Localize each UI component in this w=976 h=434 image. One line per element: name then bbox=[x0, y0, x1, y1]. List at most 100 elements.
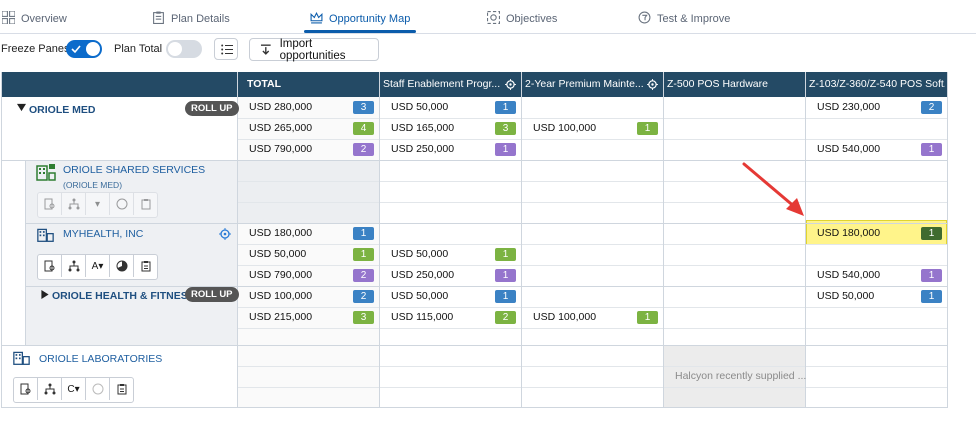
cell-amount[interactable]: USD 540,000 bbox=[817, 143, 881, 155]
opportunity-count-badge[interactable]: 1 bbox=[921, 290, 942, 303]
cell-amount[interactable]: USD 50,000 bbox=[391, 101, 449, 113]
cell-amount[interactable]: USD 180,000 bbox=[249, 227, 313, 239]
tab-label: Opportunity Map bbox=[329, 13, 411, 25]
cell-amount[interactable]: USD 250,000 bbox=[391, 269, 455, 281]
column-header[interactable]: Z-103/Z-360/Z-540 POS Soft... bbox=[805, 72, 948, 97]
opportunity-count-badge[interactable]: 2 bbox=[353, 290, 374, 303]
account-name[interactable]: ORIOLE SHARED SERVICES bbox=[63, 164, 206, 176]
pie-chart-icon[interactable] bbox=[110, 255, 134, 277]
plan-total-toggle[interactable] bbox=[166, 40, 202, 58]
cell-amount[interactable]: USD 250,000 bbox=[391, 143, 455, 155]
clipboard-icon[interactable] bbox=[134, 255, 157, 277]
segment-dropdown[interactable]: A ▾ bbox=[86, 255, 110, 277]
cell-amount[interactable]: USD 50,000 bbox=[249, 248, 307, 260]
tab-objectives[interactable]: Objectives bbox=[487, 9, 557, 29]
tab-test-improve[interactable]: Test & Improve bbox=[638, 9, 730, 29]
hierarchy-icon bbox=[62, 193, 86, 215]
opportunity-count-badge[interactable]: 1 bbox=[921, 143, 942, 156]
roll-up-badge[interactable]: ROLL UP bbox=[185, 287, 239, 302]
list-view-button[interactable] bbox=[214, 38, 238, 60]
opportunity-count-badge[interactable]: 1 bbox=[921, 269, 942, 282]
cell-amount[interactable]: USD 265,000 bbox=[249, 122, 313, 134]
column-header-label: Staff Enablement Progr... bbox=[383, 78, 501, 90]
opportunity-count-badge[interactable]: 3 bbox=[353, 101, 374, 114]
opportunity-count-badge[interactable]: 1 bbox=[637, 311, 658, 324]
freeze-panes-label: Freeze Panes bbox=[1, 43, 70, 55]
column-header-label: Z-500 POS Hardware bbox=[667, 78, 768, 90]
account-actions: C ▾ bbox=[13, 377, 134, 403]
total-empty-cell bbox=[237, 160, 379, 223]
opportunity-count-badge[interactable]: 2 bbox=[921, 101, 942, 114]
check-icon bbox=[71, 45, 81, 54]
hierarchy-icon[interactable] bbox=[38, 378, 62, 400]
toggle-knob bbox=[86, 42, 100, 56]
opportunity-count-badge[interactable]: 1 bbox=[353, 227, 374, 240]
opportunity-count-badge[interactable]: 1 bbox=[495, 101, 516, 114]
segment-dropdown[interactable]: C ▾ bbox=[62, 378, 86, 400]
opportunity-grid: TOTAL Staff Enablement Progr... 2-Year P… bbox=[1, 72, 948, 408]
opportunity-count-badge[interactable]: 1 bbox=[353, 248, 374, 261]
pie-chart-icon[interactable] bbox=[86, 378, 110, 400]
account-children-panel bbox=[25, 160, 237, 345]
doc-search-icon[interactable] bbox=[14, 378, 38, 400]
target-icon bbox=[487, 11, 500, 27]
tab-opportunity-map[interactable]: Opportunity Map bbox=[303, 9, 417, 33]
opportunity-count-badge[interactable]: 2 bbox=[495, 311, 516, 324]
cell-amount[interactable]: USD 790,000 bbox=[249, 269, 313, 281]
opportunity-count-badge[interactable]: 4 bbox=[353, 122, 374, 135]
opportunity-count-badge[interactable]: 3 bbox=[353, 311, 374, 324]
account-name[interactable]: ORIOLE MED bbox=[29, 104, 96, 116]
doc-search-icon[interactable] bbox=[38, 255, 62, 277]
building-icon bbox=[13, 351, 30, 365]
freeze-panes-toggle[interactable] bbox=[66, 40, 102, 58]
tab-overview[interactable]: Overview bbox=[1, 9, 67, 29]
cell-amount[interactable]: USD 115,000 bbox=[391, 311, 454, 323]
opportunity-count-badge[interactable]: 3 bbox=[495, 122, 516, 135]
cell-amount[interactable]: USD 100,000 bbox=[533, 122, 597, 134]
opportunity-count-badge[interactable]: 1 bbox=[495, 248, 516, 261]
segment-letter: C bbox=[67, 383, 75, 395]
opportunity-count-badge[interactable]: 2 bbox=[353, 269, 374, 282]
opportunity-count-badge[interactable]: 1 bbox=[495, 143, 516, 156]
cell-amount[interactable]: USD 165,000 bbox=[391, 122, 455, 134]
collapse-triangle-icon[interactable] bbox=[17, 103, 26, 112]
opportunity-count-badge[interactable]: 1 bbox=[637, 122, 658, 135]
cell-amount[interactable]: USD 280,000 bbox=[249, 101, 313, 113]
cell-amount[interactable]: USD 230,000 bbox=[817, 101, 881, 113]
clipboard-icon[interactable] bbox=[110, 378, 133, 400]
opportunity-count-badge[interactable]: 2 bbox=[353, 143, 374, 156]
column-header[interactable]: Z-500 POS Hardware bbox=[663, 72, 805, 97]
cell-amount[interactable]: USD 215,000 bbox=[249, 311, 313, 323]
opportunity-count-badge[interactable]: 1 bbox=[495, 269, 516, 282]
column-header[interactable]: Staff Enablement Progr... bbox=[379, 72, 521, 97]
cell-amount[interactable]: USD 790,000 bbox=[249, 143, 313, 155]
cell-amount[interactable]: USD 100,000 bbox=[533, 311, 597, 323]
clipboard-icon bbox=[152, 11, 165, 27]
expand-triangle-icon[interactable] bbox=[41, 290, 49, 299]
cell-amount[interactable]: USD 50,000 bbox=[391, 290, 449, 302]
column-header[interactable]: 2-Year Premium Mainte... bbox=[521, 72, 663, 97]
segment-letter: A bbox=[91, 260, 99, 272]
account-name[interactable]: ORIOLE HEALTH & FITNESS bbox=[52, 290, 195, 302]
cell-amount[interactable]: USD 540,000 bbox=[817, 269, 881, 281]
import-opportunities-button[interactable]: Import opportunities bbox=[249, 37, 379, 62]
cell-amount[interactable]: USD 50,000 bbox=[391, 248, 449, 260]
list-icon bbox=[221, 44, 233, 55]
cell-amount[interactable]: USD 100,000 bbox=[249, 290, 313, 302]
crosshair-icon[interactable] bbox=[647, 79, 658, 90]
roll-up-badge[interactable]: ROLL UP bbox=[185, 101, 239, 116]
tab-plan-details[interactable]: Plan Details bbox=[152, 9, 230, 29]
opportunity-count-badge[interactable]: 1 bbox=[495, 290, 516, 303]
account-name[interactable]: ORIOLE LABORATORIES bbox=[39, 353, 163, 365]
crosshair-icon[interactable] bbox=[219, 228, 231, 240]
hierarchy-icon[interactable] bbox=[62, 255, 86, 277]
doc-search-icon bbox=[38, 193, 62, 215]
crosshair-icon[interactable] bbox=[505, 79, 516, 90]
cell-amount[interactable]: USD 180,000 bbox=[817, 227, 881, 239]
cell-note[interactable]: Halcyon recently supplied ... bbox=[675, 370, 807, 382]
opportunity-count-badge[interactable]: 1 bbox=[921, 227, 942, 240]
cell-amount[interactable]: USD 50,000 bbox=[817, 290, 875, 302]
account-name[interactable]: MYHEALTH, INC bbox=[63, 228, 144, 240]
import-label: Import opportunities bbox=[279, 37, 346, 62]
total-header-label: TOTAL bbox=[247, 78, 282, 90]
